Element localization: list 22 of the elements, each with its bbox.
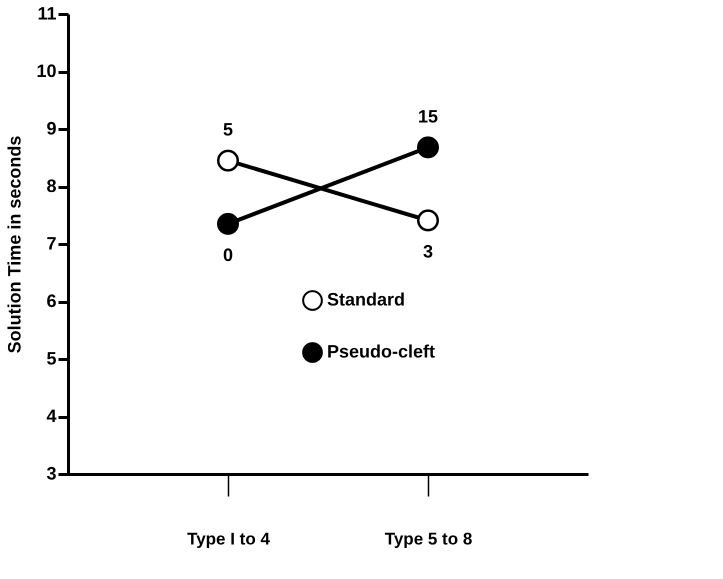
- y-tick-label: 8: [46, 176, 56, 196]
- x-tick-label: Type I to 4: [187, 530, 270, 548]
- x-tick-label: Type 5 to 8: [384, 530, 472, 548]
- annotation: 15: [418, 106, 438, 126]
- point: [217, 150, 239, 172]
- point: [417, 136, 439, 158]
- point: [217, 212, 239, 235]
- y-tick-label: 10: [36, 61, 56, 81]
- legend-label: Pseudo-cleft: [327, 342, 436, 362]
- annotation: 0: [222, 244, 234, 265]
- point: [417, 209, 439, 232]
- annotation: 3: [422, 241, 434, 262]
- y-tick-label: 11: [37, 4, 56, 24]
- y-tick-label: 5: [46, 348, 56, 368]
- y-tick-label: 3: [46, 464, 56, 484]
- annotation: 5: [222, 120, 234, 140]
- y-tick-label: 7: [46, 234, 56, 254]
- legend-label: Standard: [327, 290, 406, 310]
- y-tick-label: 9: [46, 118, 56, 138]
- y-tick-label: 6: [46, 291, 56, 311]
- y-axis-title: Solution Time in seconds: [4, 136, 24, 354]
- y-tick-label: 4: [46, 406, 56, 426]
